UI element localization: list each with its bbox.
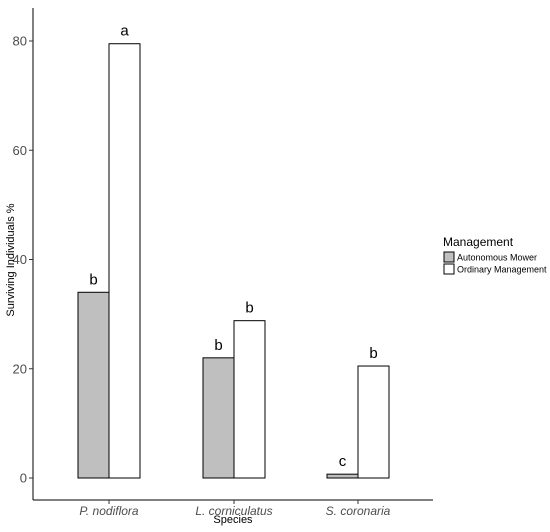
y-tick-label: 60 [13,143,27,158]
y-tick-label: 40 [13,252,27,267]
bar-autonomous-mower [202,357,235,479]
legend: Management Autonomous Mower Ordinary Mana… [443,235,547,275]
bar-ordinary-management [357,365,390,479]
bar-ordinary-management [233,320,266,479]
significance-label: b [214,337,222,354]
bars [77,43,390,479]
significance-label: a [120,23,129,40]
x-axis-title: Species [213,514,253,526]
y-tick-label: 20 [13,361,27,376]
x-tick-label: L. corniculatus [195,504,272,518]
bar-autonomous-mower [77,291,110,479]
legend-entry: Autonomous Mower [457,253,537,263]
y-tick-label: 80 [13,34,27,49]
legend-swatch [443,251,455,263]
legend-title: Management [443,235,514,249]
x-tick-label: S. coronaria [326,504,391,518]
x-tick-label: P. nodiflora [79,504,138,518]
significance-label: c [339,453,347,470]
y-tick-label: 0 [20,471,27,486]
data-labels: b a b b c b [89,23,377,470]
legend-swatch [443,263,455,275]
significance-label: b [369,345,377,362]
y-axis-title: Surviving Individuals % [5,203,17,316]
significance-label: b [89,271,97,288]
legend-entry: Ordinary Management [457,265,547,275]
axes: 0 20 40 60 80 P. nodiflora L. corniculatus S. c… [13,8,433,518]
significance-label: b [245,300,253,317]
bar-ordinary-management [108,43,141,479]
bar-autonomous-mower [326,473,359,479]
